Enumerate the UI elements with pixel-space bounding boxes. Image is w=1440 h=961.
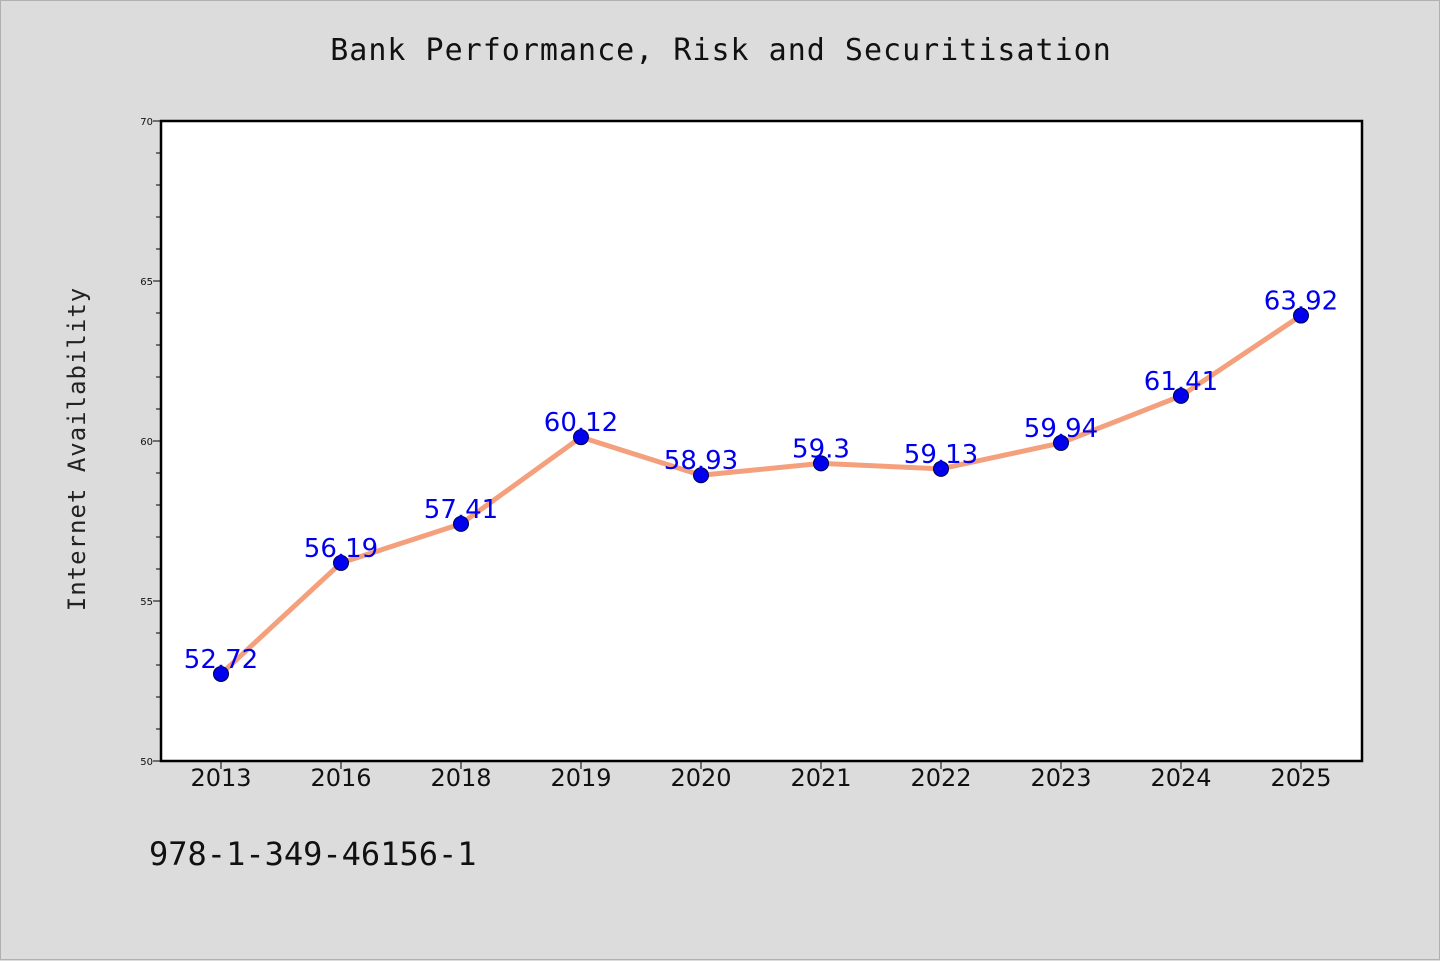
x-tick-label: 2018 [430, 764, 491, 792]
data-point-marker [333, 554, 349, 571]
data-point-marker [693, 467, 709, 484]
data-label: 60.12 [544, 408, 618, 438]
data-label: 59.94 [1024, 414, 1098, 444]
data-point-marker [573, 429, 589, 446]
x-tick-label: 2024 [1150, 764, 1211, 792]
series-line [218, 313, 1304, 677]
x-tick-label: 2021 [790, 764, 851, 792]
data-point-marker [453, 515, 469, 532]
data-point-marker [213, 665, 229, 682]
data-label: 52.72 [184, 645, 258, 675]
data-label: 61.41 [1144, 367, 1218, 397]
x-tick-label: 2020 [670, 764, 731, 792]
data-label: 59.13 [904, 440, 978, 470]
data-label: 58.93 [664, 446, 738, 476]
y-tick-label: 60 [140, 437, 153, 448]
data-label: 59.3 [792, 434, 850, 464]
x-tick-label: 2013 [190, 764, 251, 792]
data-label: 56.19 [304, 534, 378, 564]
isbn-text: 978-1-349-46156-1 [149, 835, 477, 873]
x-tick-label: 2023 [1030, 764, 1091, 792]
y-tick-label: 55 [140, 597, 153, 608]
y-tick-label: 65 [140, 277, 153, 288]
data-point-marker [1053, 434, 1069, 451]
data-point-marker [1173, 387, 1189, 404]
plot-background [161, 121, 1362, 761]
data-point-marker [933, 460, 949, 477]
data-label: 57.41 [424, 495, 498, 525]
chart-title: Bank Performance, Risk and Securitisatio… [330, 33, 1112, 68]
x-tick-label: 2016 [310, 764, 371, 792]
y-tick-label: 50 [140, 757, 153, 768]
data-label: 63.92 [1264, 287, 1338, 317]
x-tick-label: 2019 [550, 764, 611, 792]
x-tick-label: 2022 [910, 764, 971, 792]
y-tick-label: 70 [140, 117, 153, 128]
plot-frame [159, 119, 1364, 763]
data-point-marker [1293, 307, 1309, 324]
data-point-marker [813, 455, 829, 472]
x-tick-label: 2025 [1270, 764, 1331, 792]
